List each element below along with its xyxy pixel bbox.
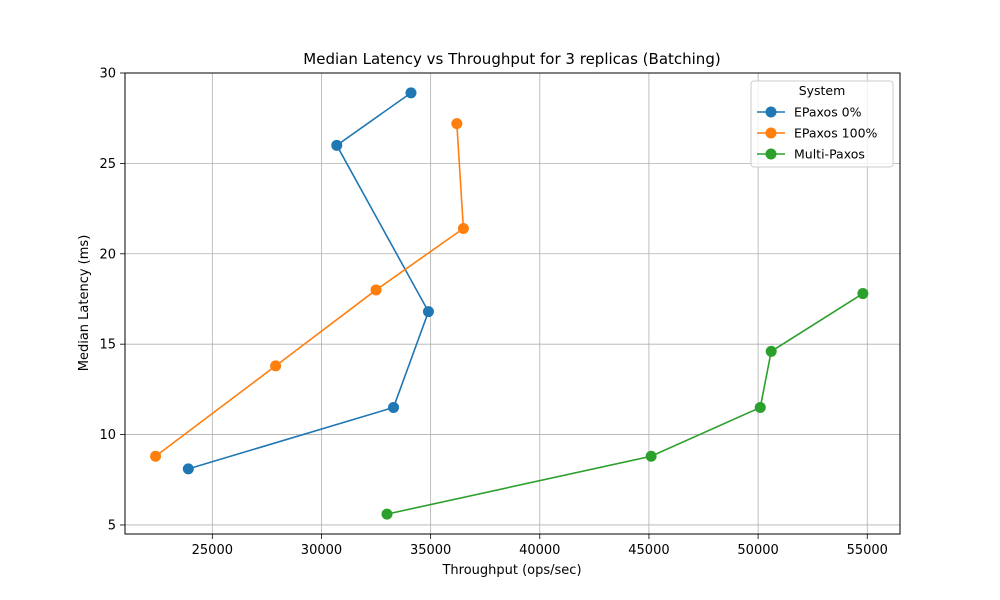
data-point <box>645 450 657 462</box>
legend-item: EPaxos 0% <box>757 105 862 120</box>
data-point <box>381 508 393 520</box>
x-tick-label: 25000 <box>192 543 233 558</box>
y-tick-label: 20 <box>99 247 116 262</box>
chart-title: Median Latency vs Throughput for 3 repli… <box>303 50 720 68</box>
legend-marker <box>765 148 777 160</box>
legend-marker <box>765 127 777 139</box>
x-tick-label: 50000 <box>737 543 778 558</box>
y-tick-label: 25 <box>99 157 116 172</box>
data-point <box>270 360 282 372</box>
x-tick-label: 40000 <box>519 543 560 558</box>
legend: System EPaxos 0% EPaxos 100% Multi-Paxos <box>750 80 894 168</box>
x-axis-ticks: 25000 30000 35000 40000 45000 50000 55000 <box>192 534 888 558</box>
legend-label: Multi-Paxos <box>794 147 865 162</box>
x-tick-label: 45000 <box>628 543 669 558</box>
data-point <box>422 306 434 318</box>
legend-title: System <box>799 83 846 98</box>
legend-item: EPaxos 100% <box>757 126 878 141</box>
y-tick-label: 30 <box>99 67 116 82</box>
data-point <box>765 345 777 357</box>
y-tick-label: 5 <box>108 518 116 533</box>
series-1 <box>182 87 434 475</box>
data-point <box>754 401 766 413</box>
series-2 <box>150 118 469 462</box>
data-point <box>182 463 194 475</box>
data-point <box>388 401 400 413</box>
data-point <box>451 118 463 130</box>
x-axis-label: Throughput (ops/sec) <box>441 563 581 578</box>
series-layer <box>150 87 869 520</box>
data-point <box>150 450 162 462</box>
legend-marker <box>765 106 777 118</box>
legend-item: Multi-Paxos <box>757 147 865 162</box>
y-tick-label: 15 <box>99 338 116 353</box>
legend-items: EPaxos 0% EPaxos 100% Multi-Paxos <box>757 105 878 162</box>
legend-label: EPaxos 0% <box>794 105 862 120</box>
data-point <box>405 87 417 99</box>
series-3 <box>381 288 869 520</box>
x-tick-label: 55000 <box>847 543 888 558</box>
legend-label: EPaxos 100% <box>794 126 878 141</box>
plot-frame <box>124 72 901 535</box>
legend-box <box>750 80 894 168</box>
data-point <box>857 288 869 300</box>
x-tick-label: 30000 <box>301 543 342 558</box>
data-point <box>370 284 382 296</box>
data-point <box>331 139 343 151</box>
y-axis-ticks: 5 10 15 20 25 30 <box>99 67 125 533</box>
data-point <box>457 222 469 234</box>
y-axis-label: Median Latency (ms) <box>77 235 92 372</box>
grid <box>125 72 900 534</box>
x-tick-label: 35000 <box>410 543 451 558</box>
y-tick-label: 10 <box>99 428 116 443</box>
